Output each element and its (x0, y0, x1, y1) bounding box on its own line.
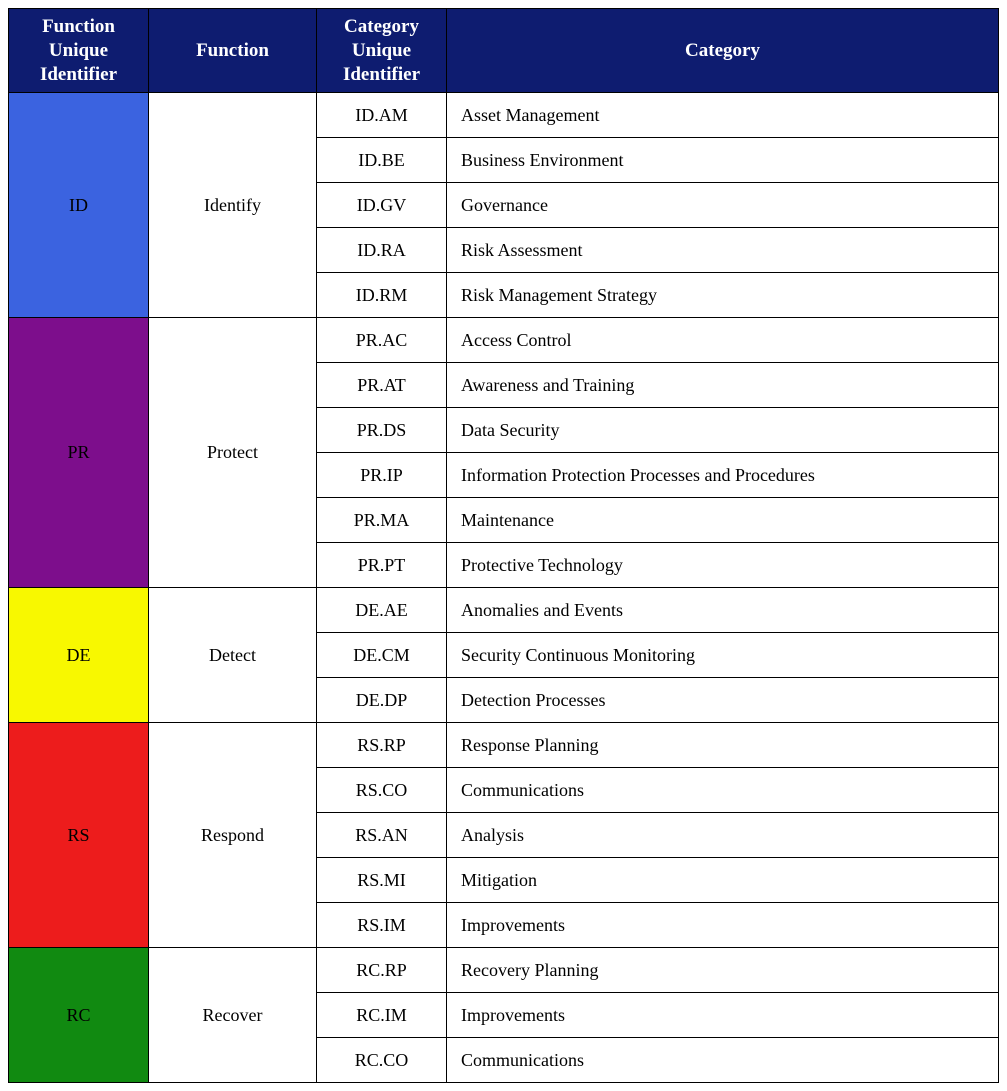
category-id-cell: RS.IM (317, 903, 447, 948)
category-id-cell: RC.CO (317, 1038, 447, 1083)
category-id-cell: ID.RA (317, 228, 447, 273)
category-name-cell: Risk Management Strategy (447, 273, 999, 318)
table-header: Function Unique Identifier Function Cate… (9, 9, 999, 93)
table-row: RSRespondRS.RPResponse Planning (9, 723, 999, 768)
category-id-cell: DE.DP (317, 678, 447, 723)
category-id-cell: PR.AC (317, 318, 447, 363)
category-name-cell: Improvements (447, 993, 999, 1038)
category-name-cell: Maintenance (447, 498, 999, 543)
category-name-cell: Information Protection Processes and Pro… (447, 453, 999, 498)
category-id-cell: RS.AN (317, 813, 447, 858)
function-name-cell: Protect (149, 318, 317, 588)
category-name-cell: Security Continuous Monitoring (447, 633, 999, 678)
table-row: RCRecoverRC.RPRecovery Planning (9, 948, 999, 993)
function-name-cell: Identify (149, 93, 317, 318)
category-name-cell: Response Planning (447, 723, 999, 768)
nist-framework-table: Function Unique Identifier Function Cate… (8, 8, 999, 1083)
category-name-cell: Anomalies and Events (447, 588, 999, 633)
category-name-cell: Communications (447, 768, 999, 813)
category-id-cell: ID.RM (317, 273, 447, 318)
category-id-cell: RS.MI (317, 858, 447, 903)
category-name-cell: Protective Technology (447, 543, 999, 588)
category-name-cell: Asset Management (447, 93, 999, 138)
function-name-cell: Recover (149, 948, 317, 1083)
category-id-cell: ID.GV (317, 183, 447, 228)
category-name-cell: Access Control (447, 318, 999, 363)
category-id-cell: RS.CO (317, 768, 447, 813)
function-name-cell: Detect (149, 588, 317, 723)
function-id-cell: RS (9, 723, 149, 948)
category-name-cell: Detection Processes (447, 678, 999, 723)
table-row: DEDetectDE.AEAnomalies and Events (9, 588, 999, 633)
category-name-cell: Governance (447, 183, 999, 228)
category-id-cell: ID.AM (317, 93, 447, 138)
function-id-cell: RC (9, 948, 149, 1083)
category-id-cell: PR.DS (317, 408, 447, 453)
table-row: IDIdentifyID.AMAsset Management (9, 93, 999, 138)
function-id-cell: DE (9, 588, 149, 723)
function-name-cell: Respond (149, 723, 317, 948)
category-name-cell: Awareness and Training (447, 363, 999, 408)
category-name-cell: Analysis (447, 813, 999, 858)
table-body: IDIdentifyID.AMAsset ManagementID.BEBusi… (9, 93, 999, 1083)
category-id-cell: PR.AT (317, 363, 447, 408)
category-id-cell: PR.IP (317, 453, 447, 498)
category-name-cell: Risk Assessment (447, 228, 999, 273)
header-cat-name: Category (447, 9, 999, 93)
category-id-cell: RC.RP (317, 948, 447, 993)
category-id-cell: RC.IM (317, 993, 447, 1038)
header-func-id: Function Unique Identifier (9, 9, 149, 93)
category-name-cell: Recovery Planning (447, 948, 999, 993)
header-row: Function Unique Identifier Function Cate… (9, 9, 999, 93)
category-name-cell: Improvements (447, 903, 999, 948)
function-id-cell: PR (9, 318, 149, 588)
header-func-name: Function (149, 9, 317, 93)
category-name-cell: Data Security (447, 408, 999, 453)
category-id-cell: DE.AE (317, 588, 447, 633)
category-id-cell: PR.PT (317, 543, 447, 588)
category-name-cell: Business Environment (447, 138, 999, 183)
table-row: PRProtectPR.ACAccess Control (9, 318, 999, 363)
category-id-cell: ID.BE (317, 138, 447, 183)
category-name-cell: Mitigation (447, 858, 999, 903)
category-id-cell: DE.CM (317, 633, 447, 678)
category-name-cell: Communications (447, 1038, 999, 1083)
function-id-cell: ID (9, 93, 149, 318)
category-id-cell: PR.MA (317, 498, 447, 543)
header-cat-id: Category Unique Identifier (317, 9, 447, 93)
category-id-cell: RS.RP (317, 723, 447, 768)
